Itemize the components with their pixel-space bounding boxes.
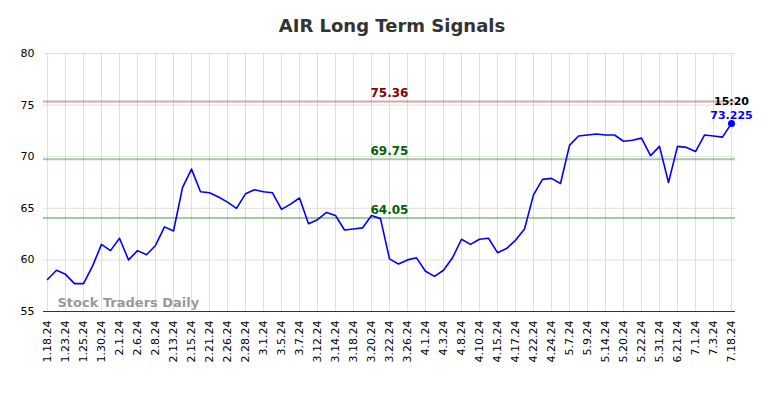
svg-text:15:20: 15:20 (714, 95, 749, 108)
svg-text:4.3.24: 4.3.24 (437, 321, 450, 356)
svg-text:4.10.24: 4.10.24 (473, 321, 486, 363)
svg-text:5.20.24: 5.20.24 (617, 321, 630, 363)
svg-text:3.1.24: 3.1.24 (257, 321, 270, 356)
svg-text:Stock Traders Daily: Stock Traders Daily (58, 295, 200, 310)
svg-text:7.3.24: 7.3.24 (707, 321, 720, 356)
svg-text:1.25.24: 1.25.24 (77, 321, 90, 363)
svg-text:65: 65 (21, 202, 35, 215)
html-text:AIR Long Term Signals: AIR Long Term Signals (278, 15, 506, 36)
svg-text:4.8.24: 4.8.24 (455, 321, 468, 356)
svg-text:3.12.24: 3.12.24 (311, 321, 324, 363)
svg-text:7.1.24: 7.1.24 (689, 321, 702, 356)
svg-text:4.24.24: 4.24.24 (545, 321, 558, 363)
svg-text:3.22.24: 3.22.24 (383, 321, 396, 363)
svg-text:2.8.24: 2.8.24 (149, 321, 162, 356)
svg-text:7.18.24: 7.18.24 (725, 321, 738, 363)
svg-text:4.17.24: 4.17.24 (509, 321, 522, 363)
svg-text:4.1.24: 4.1.24 (419, 321, 432, 356)
svg-text:2.26.24: 2.26.24 (221, 321, 234, 363)
svg-text:60: 60 (21, 253, 35, 266)
svg-text:2.28.24: 2.28.24 (239, 321, 252, 363)
svg-text:2.15.24: 2.15.24 (185, 321, 198, 363)
svg-text:5.7.24: 5.7.24 (563, 321, 576, 356)
svg-text:70: 70 (21, 150, 35, 163)
svg-text:2.1.24: 2.1.24 (113, 321, 126, 356)
svg-text:69.75: 69.75 (371, 144, 409, 158)
svg-text:3.5.24: 3.5.24 (275, 321, 288, 356)
svg-text:5.9.24: 5.9.24 (581, 321, 594, 356)
svg-text:5.14.24: 5.14.24 (599, 321, 612, 363)
svg-text:2.6.24: 2.6.24 (131, 321, 144, 356)
svg-text:6.21.24: 6.21.24 (671, 321, 684, 363)
svg-text:1.18.24: 1.18.24 (41, 321, 54, 363)
svg-text:3.20.24: 3.20.24 (365, 321, 378, 363)
svg-text:55: 55 (21, 305, 35, 318)
svg-text:4.15.24: 4.15.24 (491, 321, 504, 363)
svg-text:75.36: 75.36 (371, 86, 409, 100)
svg-text:5.22.24: 5.22.24 (635, 321, 648, 363)
svg-text:1.23.24: 1.23.24 (59, 321, 72, 363)
svg-text:2.13.24: 2.13.24 (167, 321, 180, 363)
svg-text:75: 75 (21, 99, 35, 112)
svg-text:5.31.24: 5.31.24 (653, 321, 666, 363)
svg-text:64.05: 64.05 (371, 203, 409, 217)
svg-text:1.30.24: 1.30.24 (95, 321, 108, 363)
svg-text:3.14.24: 3.14.24 (329, 321, 342, 363)
svg-text:3.18.24: 3.18.24 (347, 321, 360, 363)
svg-text:3.7.24: 3.7.24 (293, 321, 306, 356)
svg-text:3.26.24: 3.26.24 (401, 321, 414, 363)
svg-text:4.22.24: 4.22.24 (527, 321, 540, 363)
svg-text:73.225: 73.225 (710, 109, 752, 122)
svg-text:2.21.24: 2.21.24 (203, 321, 216, 363)
svg-text:80: 80 (21, 47, 35, 60)
